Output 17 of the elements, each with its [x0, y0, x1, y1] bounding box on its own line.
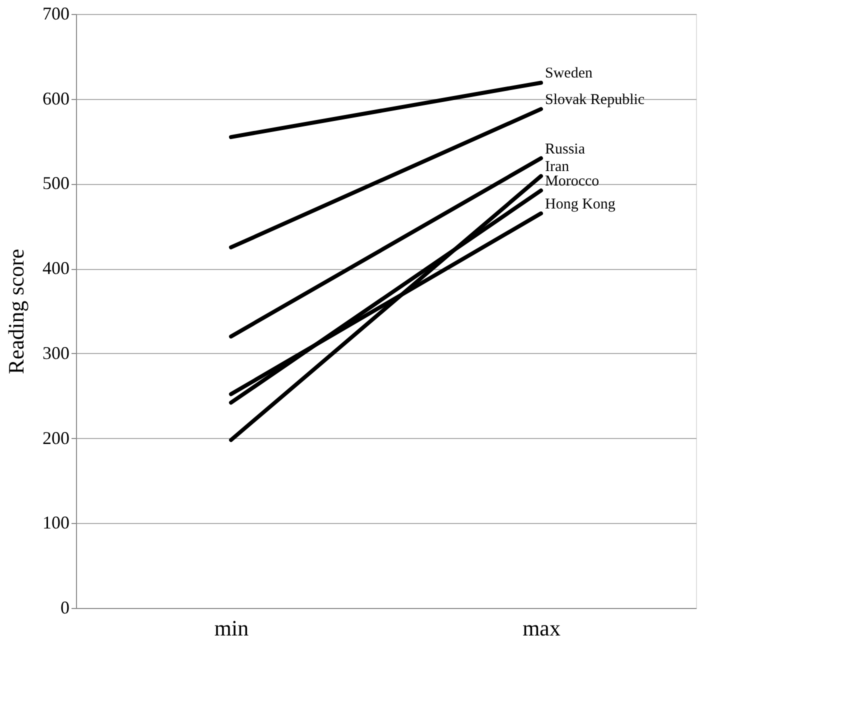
y-tick-label: 300: [42, 342, 70, 363]
y-tick-label: 200: [42, 428, 70, 448]
series-label: Russia: [545, 141, 586, 158]
series-label: Sweden: [545, 66, 593, 82]
y-tick-label: 700: [42, 4, 70, 24]
y-tick-label: 100: [42, 512, 70, 533]
x-tick-label: max: [522, 616, 560, 640]
series-label: Morocco: [545, 174, 600, 190]
y-tick-label: 500: [42, 173, 70, 194]
series-label: Hong Kong: [545, 196, 616, 212]
series-label: Iran: [545, 159, 570, 176]
series-label: Slovak Republic: [545, 92, 645, 108]
y-tick-label: 400: [42, 258, 70, 278]
y-tick-label: 600: [42, 88, 70, 108]
y-axis-title: Reading score: [4, 248, 28, 374]
x-tick-label: min: [214, 616, 249, 640]
y-tick-label: 0: [60, 598, 70, 618]
